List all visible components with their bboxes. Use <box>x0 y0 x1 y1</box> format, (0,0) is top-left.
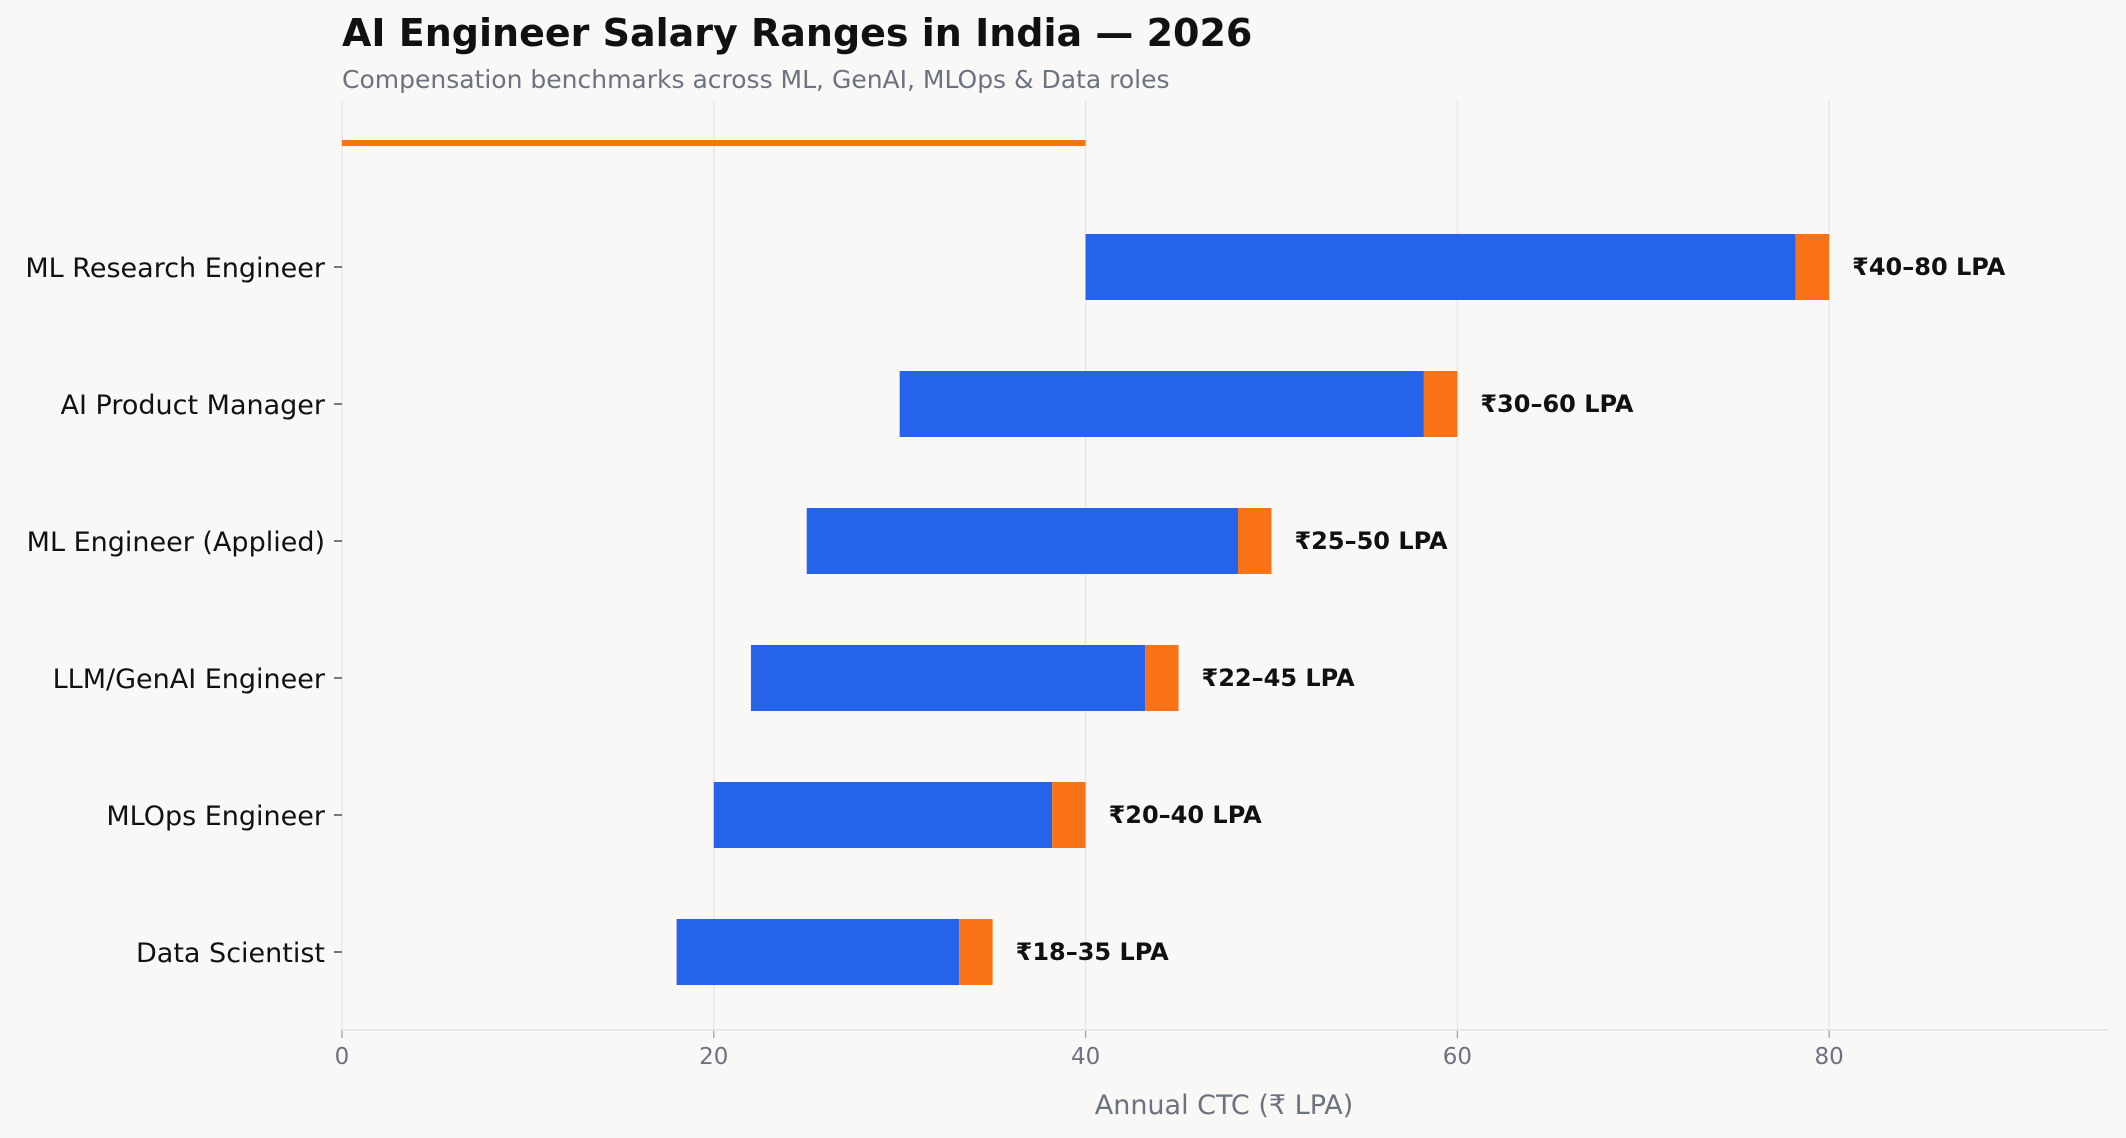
x-tick-label: 20 <box>699 1044 728 1070</box>
salary-range-bar <box>806 508 1239 574</box>
bars <box>676 234 1830 985</box>
y-tick-label: ML Engineer (Applied) <box>27 527 325 558</box>
salary-range-cap <box>1795 234 1830 300</box>
bar-value-label: ₹40–80 LPA <box>1852 253 2006 281</box>
labels: 0 20 40 60 80 ML Research Engineer ₹40–80 LPA A… <box>25 253 2005 1070</box>
y-tick-label: LLM/GenAI Engineer <box>53 664 326 695</box>
salary-range-bar <box>1085 234 1796 300</box>
x-tick-label: 60 <box>1443 1044 1472 1070</box>
chart-title: AI Engineer Salary Ranges in India — 202… <box>342 11 1252 55</box>
axes <box>334 266 2108 1038</box>
y-tick-label: MLOps Engineer <box>106 801 326 832</box>
bar-value-label: ₹20–40 LPA <box>1109 801 1263 829</box>
salary-range-cap <box>959 919 993 985</box>
y-tick-label: Data Scientist <box>136 938 325 969</box>
bar-value-label: ₹18–35 LPA <box>1016 938 1170 966</box>
bar-value-label: ₹22–45 LPA <box>1202 664 1356 692</box>
salary-range-cap <box>1145 645 1179 711</box>
salary-range-bar <box>676 919 960 985</box>
x-tick-label: 40 <box>1071 1044 1100 1070</box>
salary-range-cap <box>1238 508 1272 574</box>
salary-range-bar <box>899 371 1424 437</box>
bar-value-label: ₹30–60 LPA <box>1480 390 1634 418</box>
y-tick-label: ML Research Engineer <box>25 253 325 284</box>
x-tick-label: 0 <box>335 1044 350 1070</box>
x-axis-label: Annual CTC (₹ LPA) <box>1095 1090 1354 1121</box>
chart-subtitle: Compensation benchmarks across ML, GenAI… <box>342 65 1170 94</box>
salary-range-cap <box>1423 371 1458 437</box>
bar-value-label: ₹25–50 LPA <box>1294 527 1448 555</box>
salary-range-bar <box>750 645 1146 711</box>
salary-range-cap <box>1052 782 1086 848</box>
y-tick-label: AI Product Manager <box>61 390 326 421</box>
salary-range-bar <box>713 782 1053 848</box>
x-tick-label: 80 <box>1815 1044 1844 1070</box>
